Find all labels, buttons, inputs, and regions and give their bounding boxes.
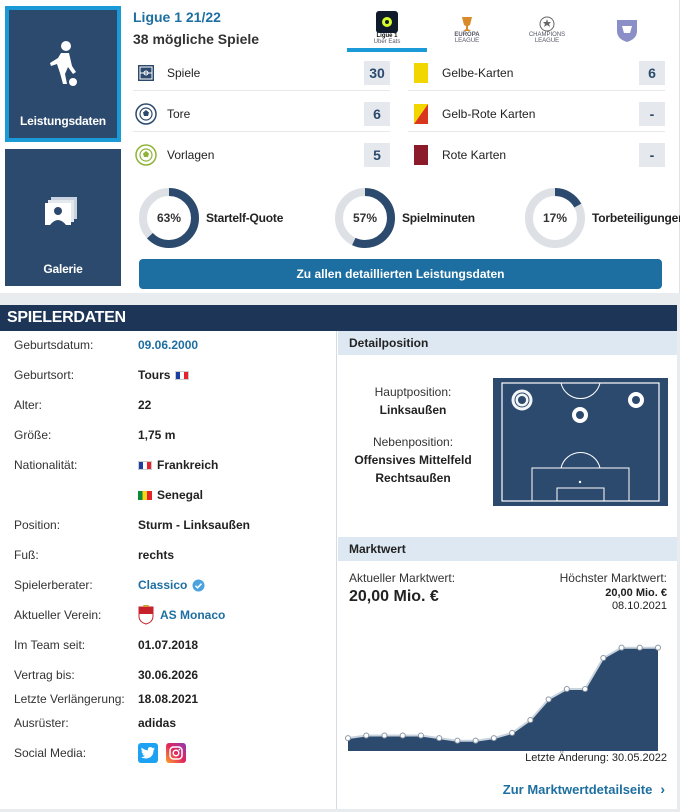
highest-value-date: 08.10.2021 [611, 600, 667, 612]
stat-assists[interactable]: Vorlagen 5 [133, 137, 390, 173]
position-pitch [493, 378, 668, 506]
all-performance-data-button[interactable]: Zu allen detaillierten Leistungsdaten [139, 259, 662, 289]
market-value-point [345, 735, 351, 742]
tab-champions-league[interactable]: CHAMPIONS LEAGUE [507, 8, 587, 52]
assist-icon [133, 144, 159, 166]
instagram-icon[interactable] [166, 743, 186, 763]
position-marker-secondary [572, 392, 644, 423]
stat-yellow-red-cards[interactable]: Gelb-Rote Karten - [408, 96, 665, 132]
market-value-point [454, 737, 461, 744]
yellow-card-icon [408, 62, 434, 83]
main-position-label: Hauptposition: [374, 385, 452, 399]
donut-chart: 57% [334, 187, 396, 249]
market-value-point [399, 732, 406, 739]
market-value-point [563, 686, 570, 692]
performance-panel: Leistungsdaten Galerie Ligue 1 21/22 38 … [0, 0, 680, 293]
stat-value: - [639, 101, 665, 126]
last-change: Letzte Änderung: 30.05.2022 [525, 752, 667, 764]
market-value-point [600, 655, 607, 661]
stat-value: 30 [364, 60, 390, 85]
france-flag-icon [175, 370, 190, 380]
donut-chart: 17% [524, 187, 586, 249]
player-info-list: Geburtsdatum: 09.06.2000 Geburtsort: Tou… [0, 331, 337, 809]
position-and-value-panel: Detailposition Hauptposition: Linksaußen… [338, 331, 677, 809]
market-value-detail-link[interactable]: Zur Marktwertdetailseite › [502, 781, 665, 797]
secondary-position-label: Nebenposition: [372, 435, 454, 449]
stat-value: 5 [364, 143, 390, 167]
market-value-point [655, 644, 661, 651]
market-value-line [347, 646, 658, 742]
possible-games: 38 mögliche Spiele [133, 31, 260, 47]
market-value-point [618, 644, 625, 651]
ligue1-logo: Ligue 1 Uber Eats [374, 10, 400, 46]
market-value-point [636, 644, 643, 651]
stat-value: 6 [364, 101, 390, 126]
market-value-point [472, 737, 479, 744]
season-title[interactable]: Ligue 1 21/22 [133, 9, 221, 25]
tab-performance-data[interactable]: Leistungsdaten [5, 6, 121, 142]
current-value: 20,00 Mio. € [349, 588, 439, 605]
market-value-point [509, 729, 516, 736]
france-flag-icon [138, 460, 152, 470]
red-card-icon [408, 145, 434, 165]
market-value-header: Marktwert [338, 537, 677, 561]
champions-league-logo: CHAMPIONS LEAGUE [529, 16, 565, 45]
position-marker-main [510, 388, 534, 412]
market-value-area [348, 647, 658, 751]
tab-gallery[interactable]: Galerie [5, 149, 121, 286]
market-value-point [417, 732, 424, 739]
market-value-point [381, 732, 388, 739]
market-value-point [490, 735, 497, 742]
player-data-section: Geburtsdatum: 09.06.2000 Geburtsort: Tou… [0, 331, 677, 809]
detail-position-header: Detailposition [338, 331, 677, 355]
verified-icon [192, 579, 205, 591]
ball-icon [133, 102, 159, 125]
market-value-point [363, 732, 370, 739]
market-value-point [582, 686, 589, 692]
chevron-right-icon: › [660, 781, 665, 797]
soccer-player-icon [50, 41, 77, 86]
market-value-point [545, 696, 552, 703]
secondary-position-value: Rechtsaußen [375, 471, 451, 485]
as-monaco-crest-icon [138, 605, 154, 625]
market-value-point [436, 735, 443, 742]
senegal-flag-icon [138, 490, 152, 500]
highest-value: 20,00 Mio. € [605, 587, 667, 599]
stat-games[interactable]: Spiele 30 [133, 55, 390, 91]
europa-league-logo: EUROPA LEAGUE [454, 16, 480, 45]
tab-gallery-label: Galerie [43, 262, 83, 276]
tab-performance-label: Leistungsdaten [20, 114, 106, 128]
stat-value: 6 [639, 60, 665, 85]
stat-red-cards[interactable]: Rote Karten - [408, 137, 665, 173]
pitch-icon [133, 64, 159, 82]
market-value-chart[interactable] [344, 621, 664, 751]
donut-goal-participation: 17% Torbeteiligungen [524, 187, 680, 249]
yellow-red-card-icon [408, 103, 434, 124]
main-position-value: Linksaußen [379, 403, 447, 417]
secondary-position-value: Offensives Mittelfeld [354, 453, 472, 467]
agent-link[interactable]: Classico [138, 578, 205, 592]
current-value-label: Aktueller Marktwert: [349, 571, 456, 585]
donut-minutes: 57% Spielminuten [334, 187, 475, 249]
stat-goals[interactable]: Tore 6 [133, 96, 390, 132]
twitter-icon[interactable] [138, 743, 158, 763]
stat-value: - [639, 143, 665, 167]
gallery-icon [45, 197, 77, 225]
donut-chart: 63% [138, 187, 200, 249]
stat-yellow-cards[interactable]: Gelbe-Karten 6 [408, 55, 665, 91]
player-data-header: SPIELERDATEN [0, 305, 677, 331]
highest-value-label: Höchster Marktwert: [559, 571, 667, 585]
club-link[interactable]: AS Monaco [138, 605, 225, 625]
tab-ligue1[interactable]: Ligue 1 Uber Eats [347, 8, 427, 52]
fff-cup-logo [614, 17, 640, 43]
donut-starting-eleven: 63% Startelf-Quote [138, 187, 283, 249]
tab-coupe-de-france[interactable] [587, 8, 667, 52]
birthdate-link[interactable]: 09.06.2000 [138, 338, 199, 352]
market-value-point [527, 717, 534, 723]
tab-europa-league[interactable]: EUROPA LEAGUE [427, 8, 507, 52]
